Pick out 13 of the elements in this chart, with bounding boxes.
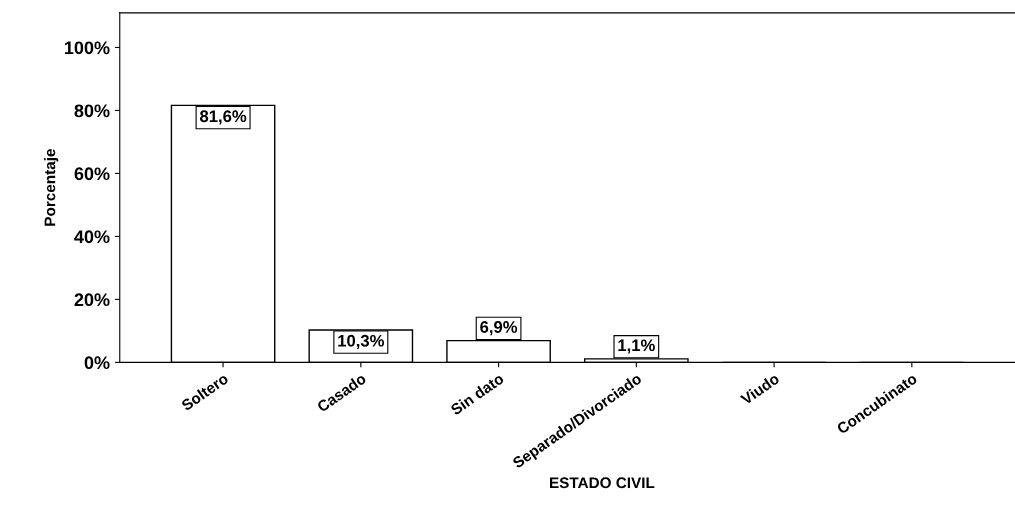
y-tick-label: 0% (84, 356, 110, 370)
data-label: 10,3% (338, 334, 385, 350)
data-label: 1,1% (618, 339, 655, 354)
y-axis-title: Porcentaje (44, 149, 59, 226)
data-label: 81,6% (199, 110, 247, 125)
y-tick-label: 60% (74, 167, 110, 181)
x-tick-label: Sin dato (449, 372, 505, 416)
data-label: 6,9% (480, 321, 518, 336)
x-axis-title: ESTADO CIVIL (550, 477, 655, 489)
y-tick-label: 100% (65, 41, 110, 55)
y-tick-label: 20% (74, 293, 110, 307)
y-tick-label: 40% (74, 230, 110, 244)
y-tick-label: 80% (74, 104, 110, 118)
